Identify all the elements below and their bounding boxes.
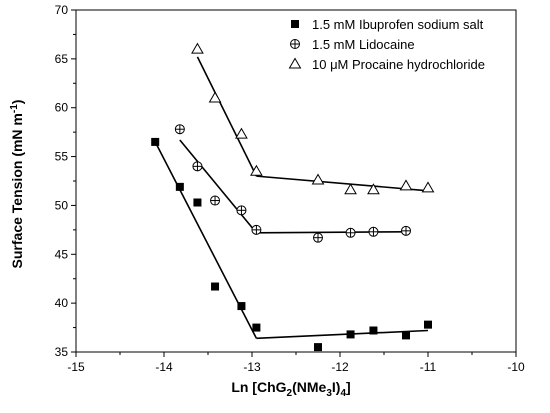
circle-plus-marker [401, 225, 411, 236]
circle-plus-marker [192, 161, 203, 172]
y-tick-label: 45 [55, 247, 69, 261]
circle-plus-marker [345, 227, 356, 238]
axis-ticks: -15 -14 -13 -12 -11 -10 35 40 45 50 55 60 65 70 [55, 3, 525, 374]
fit-line [256, 329, 429, 340]
fit-line [256, 175, 429, 192]
legend-label: 1.5 mM Ibuprofen sodium salt [312, 17, 484, 32]
triangle-marker [208, 91, 222, 103]
square-marker [193, 198, 202, 207]
circle-plus-marker [236, 205, 247, 216]
fit-line [196, 56, 258, 177]
y-tick-label: 55 [55, 150, 69, 164]
fit-line [179, 139, 258, 234]
x-tick-label: -15 [67, 360, 85, 374]
legend: 1.5 mM Ibuprofen sodium salt 1.5 mM Lidoc… [288, 17, 485, 72]
data-points [151, 42, 435, 352]
legend-label: 1.5 mM Lidocaine [312, 37, 415, 52]
y-tick-label: 70 [55, 3, 69, 17]
square-marker [346, 330, 355, 339]
square-marker [252, 323, 261, 332]
y-axis-title: Surface Tension (mN m-1) [9, 100, 25, 269]
x-axis-title: Ln [ChG2(NMe3I)4] [231, 379, 350, 399]
fit-line [256, 231, 407, 234]
square-marker [369, 326, 378, 335]
y-tick-label: 60 [55, 101, 69, 115]
circle-plus-marker [313, 232, 323, 243]
y-tick-label: 35 [55, 345, 69, 359]
triangle-marker [311, 173, 325, 185]
triangle-marker [399, 179, 413, 191]
square-marker [291, 20, 299, 28]
y-tick-label: 50 [55, 198, 69, 212]
circle-plus-marker [174, 124, 185, 135]
triangle-marker [421, 181, 435, 193]
triangle-marker [191, 42, 204, 54]
triangle-marker [250, 164, 263, 176]
square-marker [314, 343, 322, 352]
triangle-marker [288, 57, 302, 69]
square-marker [211, 282, 220, 291]
triangle-marker [235, 127, 248, 139]
square-marker [402, 331, 410, 340]
triangle-marker [344, 183, 357, 195]
x-tick-label: -11 [420, 360, 437, 374]
square-marker [151, 137, 160, 146]
square-marker [175, 182, 184, 191]
square-marker [424, 320, 432, 329]
fit-lines [154, 56, 429, 340]
x-tick-label: -10 [507, 360, 525, 374]
y-tick-label: 65 [55, 52, 69, 66]
x-tick-label: -14 [155, 360, 173, 374]
circle-plus-marker [251, 224, 262, 235]
circle-plus-marker [210, 195, 221, 206]
x-tick-label: -13 [243, 360, 261, 374]
y-tick-label: 40 [55, 296, 69, 310]
triangle-marker [367, 183, 380, 195]
circle-plus-marker [368, 226, 379, 237]
legend-label: 10 μM Procaine hydrochloride [312, 57, 485, 72]
x-tick-label: -12 [331, 360, 349, 374]
circle-plus-marker [290, 39, 300, 49]
square-marker [237, 302, 246, 311]
